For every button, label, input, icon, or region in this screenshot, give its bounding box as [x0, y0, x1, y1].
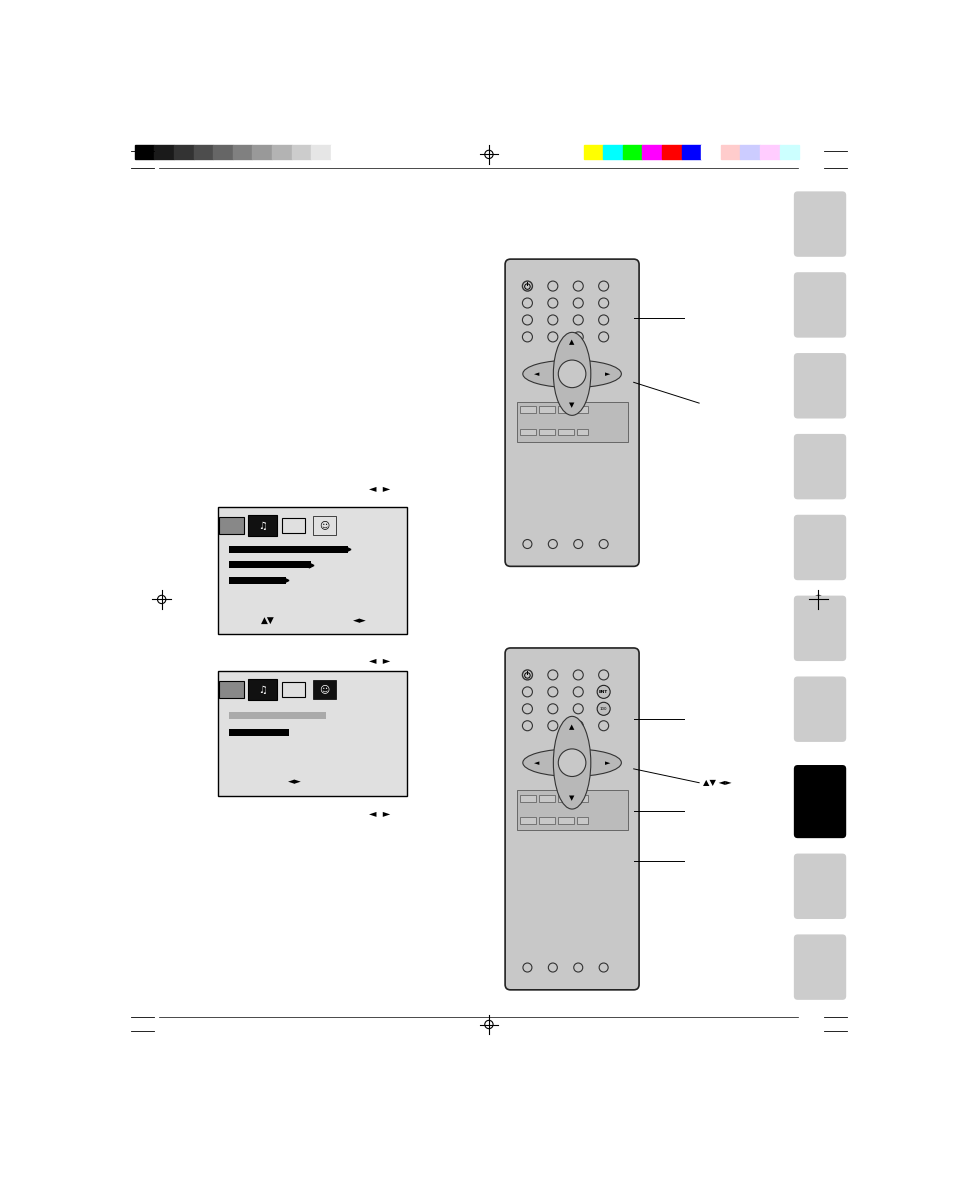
Bar — [720, 146, 740, 159]
Bar — [252, 146, 272, 159]
FancyBboxPatch shape — [504, 259, 639, 566]
Bar — [248, 678, 277, 700]
Bar — [229, 729, 288, 736]
Ellipse shape — [553, 333, 590, 416]
Bar — [173, 146, 193, 159]
Text: ENT: ENT — [598, 690, 608, 694]
Bar — [154, 146, 173, 159]
FancyBboxPatch shape — [793, 765, 845, 838]
Bar — [331, 146, 350, 159]
FancyBboxPatch shape — [504, 648, 639, 990]
Bar — [311, 146, 331, 159]
FancyBboxPatch shape — [793, 353, 845, 418]
Circle shape — [558, 360, 585, 387]
Bar — [229, 561, 311, 568]
Bar — [681, 146, 700, 159]
Bar — [558, 817, 574, 824]
Bar — [517, 401, 627, 442]
Bar — [517, 791, 627, 830]
FancyBboxPatch shape — [793, 192, 845, 257]
Bar — [213, 146, 233, 159]
Bar — [219, 517, 244, 534]
Bar — [519, 406, 536, 413]
Bar — [577, 406, 587, 413]
Ellipse shape — [553, 716, 590, 809]
Text: ◄: ◄ — [534, 371, 538, 377]
Text: ▲: ▲ — [569, 725, 574, 731]
Bar — [519, 794, 536, 802]
Text: ◄►: ◄► — [354, 616, 367, 625]
Text: ▲▼: ▲▼ — [261, 616, 274, 625]
Bar — [558, 794, 574, 802]
Bar — [740, 146, 760, 159]
Circle shape — [522, 281, 532, 291]
Bar — [577, 794, 587, 802]
FancyBboxPatch shape — [793, 596, 845, 661]
Bar — [661, 146, 681, 159]
FancyBboxPatch shape — [793, 433, 845, 500]
Circle shape — [522, 670, 532, 680]
Bar — [313, 516, 335, 535]
Circle shape — [597, 686, 610, 699]
Text: ▲: ▲ — [569, 340, 574, 346]
Bar — [281, 682, 305, 697]
Bar — [538, 406, 555, 413]
Bar — [519, 429, 536, 436]
Bar — [602, 146, 622, 159]
Bar — [134, 146, 154, 159]
Text: 100: 100 — [599, 707, 607, 710]
Bar — [779, 146, 799, 159]
Text: ►: ► — [604, 760, 610, 766]
Bar — [519, 817, 536, 824]
FancyBboxPatch shape — [793, 272, 845, 337]
Text: ▲▼ ◄►: ▲▼ ◄► — [702, 778, 731, 787]
Text: ♫: ♫ — [258, 684, 267, 695]
Bar — [229, 546, 347, 553]
Text: ◄: ◄ — [534, 760, 538, 766]
Text: ☺: ☺ — [318, 521, 329, 530]
Bar — [558, 429, 574, 436]
Bar — [292, 146, 311, 159]
Text: ◄  ►: ◄ ► — [369, 809, 390, 818]
FancyBboxPatch shape — [793, 854, 845, 919]
Bar — [538, 429, 555, 436]
Bar — [313, 681, 335, 699]
Text: ►: ► — [604, 371, 610, 377]
Bar — [281, 517, 305, 533]
FancyBboxPatch shape — [793, 515, 845, 580]
Ellipse shape — [522, 749, 620, 777]
Bar — [248, 515, 277, 536]
Bar — [233, 146, 252, 159]
Bar — [700, 146, 720, 159]
Circle shape — [558, 749, 585, 777]
Bar — [229, 713, 325, 719]
Bar — [193, 146, 213, 159]
Bar — [219, 681, 244, 699]
Ellipse shape — [522, 360, 620, 387]
Text: ▼: ▼ — [569, 794, 574, 800]
Text: ◄  ►: ◄ ► — [369, 656, 390, 667]
FancyBboxPatch shape — [217, 671, 406, 796]
Bar — [272, 146, 292, 159]
FancyBboxPatch shape — [217, 507, 406, 635]
Bar — [760, 146, 779, 159]
Bar — [558, 406, 574, 413]
Circle shape — [597, 702, 610, 715]
Bar — [538, 817, 555, 824]
Bar — [577, 429, 587, 436]
FancyBboxPatch shape — [793, 934, 845, 999]
Bar — [229, 577, 285, 584]
Bar — [577, 817, 587, 824]
Text: ☺: ☺ — [318, 684, 329, 695]
Text: ◄►: ◄► — [288, 778, 301, 786]
Bar — [583, 146, 602, 159]
Text: ♫: ♫ — [258, 521, 267, 530]
Text: ◄  ►: ◄ ► — [369, 484, 390, 495]
FancyBboxPatch shape — [793, 676, 845, 742]
Bar — [622, 146, 641, 159]
Bar — [641, 146, 661, 159]
Text: ▼: ▼ — [569, 403, 574, 408]
Bar — [538, 794, 555, 802]
